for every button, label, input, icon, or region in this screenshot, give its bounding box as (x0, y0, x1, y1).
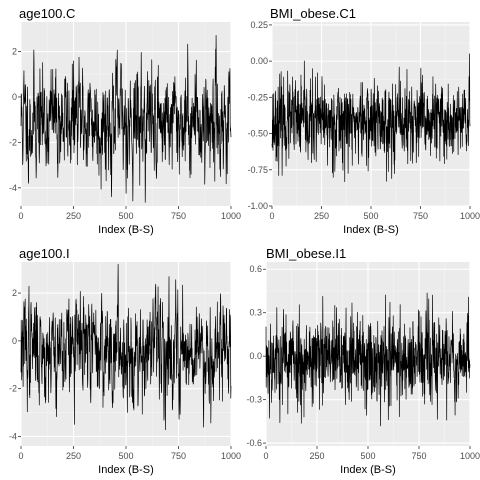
x-tick-label: 250 (66, 451, 81, 461)
x-tick-label: 0 (18, 211, 23, 221)
y-tick-label: -0.3 (246, 395, 262, 405)
x-tick-label: 750 (171, 451, 186, 461)
panel-title: BMI_obese.C1 (270, 6, 356, 21)
panel-age100-i: age100.I -4 -2 0 2 0 250 500 750 1000 Index (B-S) (9, 246, 241, 476)
y-tick-label: -4 (9, 431, 17, 441)
y-tick-label: -0.6 (246, 438, 262, 448)
x-axis-label: Index (B-S) (340, 464, 396, 476)
x-tick-label: 500 (118, 211, 133, 221)
x-axis-label: Index (B-S) (343, 224, 399, 236)
x-tick-label: 750 (413, 211, 428, 221)
x-tick-label: 250 (314, 211, 329, 221)
panel-bmi-obese-i1: BMI_obese.I1 -0.6 -0.3 0.0 0.3 0.6 0 250 500 750 1… (246, 246, 480, 476)
y-tick-label: 2 (12, 47, 17, 57)
y-tick-label: -2 (9, 137, 17, 147)
y-tick-label: 0.6 (249, 264, 262, 274)
x-tick-label: 0 (263, 451, 268, 461)
y-tick-label: 0 (12, 92, 17, 102)
x-axis-label: Index (B-S) (98, 224, 154, 236)
panel-bmi-obese-c1: BMI_obese.C1 -1.00 -0.75 -0.50 -0.25 0.00 0.25… (247, 6, 480, 236)
x-tick-label: 0 (18, 451, 23, 461)
series-line (20, 35, 232, 203)
y-tick-label: -0.75 (247, 165, 268, 175)
x-tick-label: 0 (269, 211, 274, 221)
x-tick-label: 250 (309, 451, 324, 461)
x-tick-label: 1000 (221, 451, 241, 461)
x-tick-label: 750 (171, 211, 186, 221)
x-tick-label: 750 (411, 451, 426, 461)
x-axis-label: Index (B-S) (98, 464, 154, 476)
x-tick-label: 500 (118, 451, 133, 461)
y-tick-label: -0.25 (247, 92, 268, 102)
series-line (265, 292, 471, 427)
x-tick-label: 500 (360, 451, 375, 461)
y-tick-label: 0.0 (249, 351, 262, 361)
y-tick-label: 2 (12, 288, 17, 298)
y-tick-label: -4 (9, 183, 17, 193)
panel-age100-c: age100.C -4 -2 0 2 0 250 500 750 1000 Index (B-S) (9, 6, 241, 236)
series-line (271, 53, 471, 183)
y-tick-label: -2 (9, 384, 17, 394)
panel-title: age100.C (19, 6, 75, 21)
series-line (20, 264, 232, 431)
x-tick-label: 1000 (460, 451, 480, 461)
x-tick-label: 500 (363, 211, 378, 221)
x-tick-label: 1000 (221, 211, 241, 221)
y-tick-label: 0.00 (250, 56, 268, 66)
y-tick-label: 0 (12, 336, 17, 346)
y-tick-label: -0.50 (247, 129, 268, 139)
panel-title: BMI_obese.I1 (266, 246, 346, 261)
y-tick-label: 0.25 (250, 20, 268, 30)
x-tick-label: 250 (66, 211, 81, 221)
y-tick-label: 0.3 (249, 308, 262, 318)
x-tick-label: 1000 (460, 211, 480, 221)
y-tick-label: -1.00 (247, 201, 268, 211)
panel-title: age100.I (19, 246, 70, 261)
